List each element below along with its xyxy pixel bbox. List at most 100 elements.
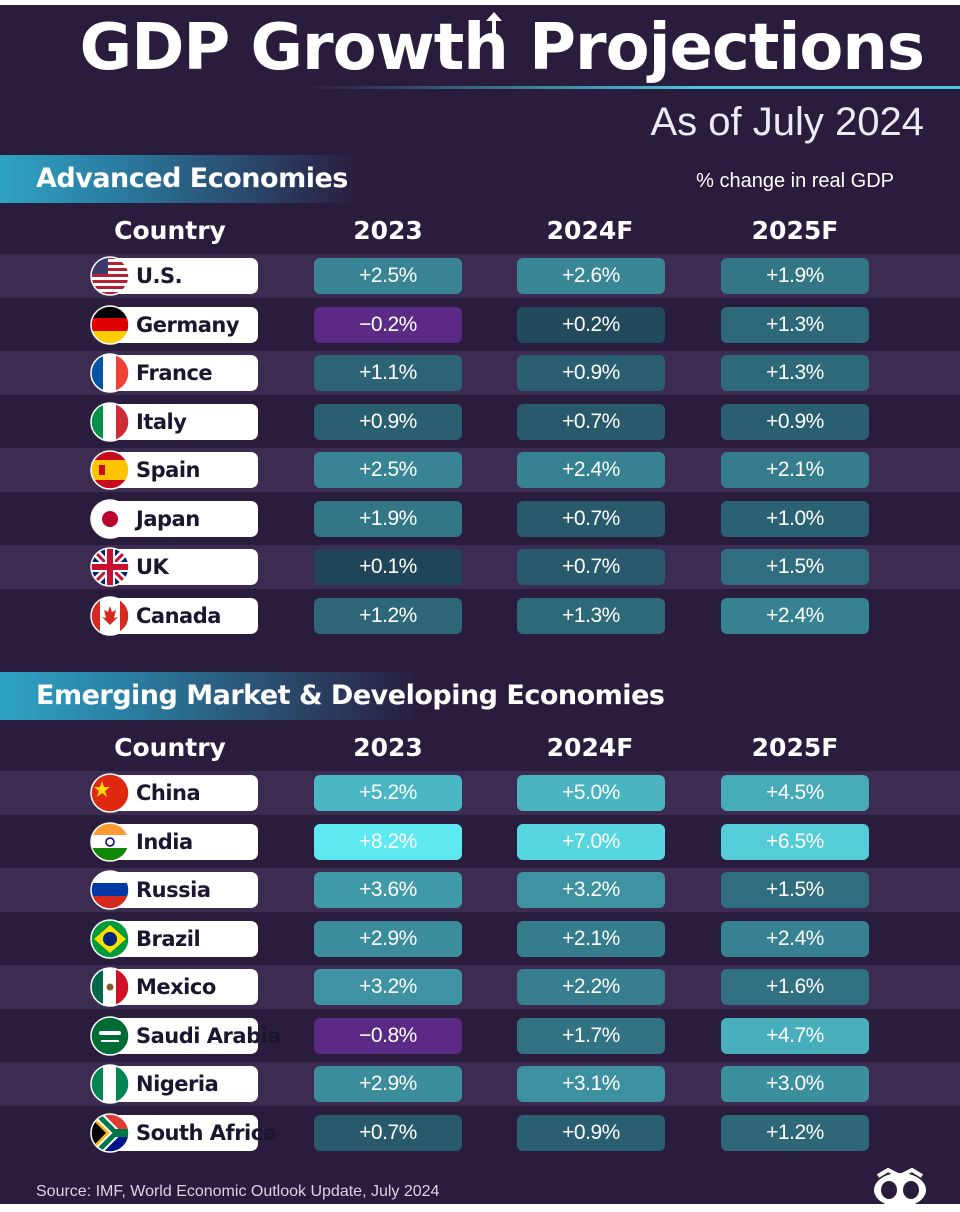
france-flag-icon <box>90 353 130 393</box>
value-cell: +1.5% <box>721 549 869 585</box>
value-cell: +0.7% <box>517 403 665 440</box>
column-header: 2023 <box>353 216 423 245</box>
country-name: Brazil <box>136 926 201 951</box>
country-label <box>112 775 258 811</box>
country-name: Russia <box>136 878 211 902</box>
country-name: South Africa <box>136 1120 277 1145</box>
spain-flag-icon <box>90 450 130 490</box>
value-cell: +1.0% <box>721 500 869 537</box>
section-title-advanced: Advanced Economies <box>36 163 348 194</box>
value-cell: +2.4% <box>517 452 665 488</box>
value-cell: +1.9% <box>721 258 869 294</box>
value-cell: +2.6% <box>517 258 665 294</box>
value-cell: +1.2% <box>314 597 462 634</box>
visual-capitalist-logo-icon <box>874 1168 926 1207</box>
unit-note: % change in real GDP <box>696 170 894 192</box>
country-label <box>112 258 258 294</box>
top-border <box>0 0 960 5</box>
value-cell: +1.3% <box>721 355 869 391</box>
section-title-emerging: Emerging Market & Developing Economies <box>36 680 665 711</box>
nigeria-flag-icon <box>90 1064 130 1104</box>
country-label <box>112 1114 258 1151</box>
bottom-border <box>0 1204 960 1212</box>
country-name: UK <box>136 555 169 579</box>
value-cell: +2.9% <box>314 1066 462 1102</box>
value-cell: +2.1% <box>517 920 665 957</box>
value-cell: +3.6% <box>314 872 462 908</box>
value-cell: +0.9% <box>517 1114 665 1151</box>
germany-flag-icon <box>90 304 130 345</box>
country-label <box>112 872 258 908</box>
value-cell: +3.2% <box>517 872 665 908</box>
country-label <box>112 1017 258 1054</box>
value-cell: +5.2% <box>314 775 462 811</box>
subtitle: As of July 2024 <box>650 100 925 144</box>
value-cell: +2.4% <box>721 597 869 634</box>
value-cell: +0.9% <box>517 355 665 391</box>
value-cell: +4.5% <box>721 775 869 811</box>
country-name: Germany <box>136 312 240 337</box>
country-label <box>112 1066 258 1102</box>
up-arrow-icon <box>486 12 502 34</box>
column-header: 2025F <box>751 216 839 245</box>
value-cell: −0.2% <box>314 306 462 343</box>
value-cell: +8.2% <box>314 823 462 860</box>
mexico-flag-icon <box>90 967 130 1007</box>
value-cell: +1.3% <box>721 306 869 343</box>
country-label <box>112 597 258 634</box>
china-flag-icon <box>90 773 130 813</box>
value-cell: +7.0% <box>517 823 665 860</box>
japan-flag-icon <box>90 498 130 539</box>
italy-flag-icon <box>90 401 130 442</box>
russia-flag-icon <box>90 870 130 910</box>
value-cell: +1.6% <box>721 969 869 1005</box>
country-label <box>112 306 258 343</box>
column-header: 2025F <box>751 733 839 762</box>
country-name: Canada <box>136 603 221 628</box>
value-cell: +2.5% <box>314 258 462 294</box>
country-label <box>112 823 258 860</box>
value-cell: +2.4% <box>721 920 869 957</box>
country-label <box>112 452 258 488</box>
country-name: Italy <box>136 409 187 434</box>
value-cell: +0.2% <box>517 306 665 343</box>
saudi-arabia-flag-icon <box>90 1015 130 1056</box>
country-name: China <box>136 781 201 805</box>
india-flag-icon <box>90 821 130 862</box>
us-flag-icon <box>90 256 130 296</box>
value-cell: +0.7% <box>314 1114 462 1151</box>
country-label <box>112 500 258 537</box>
value-cell: +1.3% <box>517 597 665 634</box>
column-header: 2023 <box>353 733 423 762</box>
value-cell: +1.1% <box>314 355 462 391</box>
value-cell: +2.1% <box>721 452 869 488</box>
value-cell: +1.2% <box>721 1114 869 1151</box>
value-cell: +0.9% <box>314 403 462 440</box>
country-name: Saudi Arabia <box>136 1023 281 1048</box>
page-title: GDP Growth Projections <box>79 11 925 85</box>
value-cell: −0.8% <box>314 1017 462 1054</box>
section-banner-emerging <box>0 672 420 720</box>
value-cell: +3.2% <box>314 969 462 1005</box>
brazil-flag-icon <box>90 918 130 959</box>
country-name: Spain <box>136 458 200 482</box>
value-cell: +1.7% <box>517 1017 665 1054</box>
uk-flag-icon <box>90 547 130 587</box>
source-note: Source: IMF, World Economic Outlook Upda… <box>36 1183 440 1200</box>
value-cell: +3.1% <box>517 1066 665 1102</box>
column-header: 2024F <box>546 733 634 762</box>
value-cell: +0.7% <box>517 549 665 585</box>
country-name: Mexico <box>136 975 216 999</box>
country-name: U.S. <box>136 264 183 288</box>
value-cell: +5.0% <box>517 775 665 811</box>
value-cell: +0.9% <box>721 403 869 440</box>
country-name: Nigeria <box>136 1072 219 1096</box>
value-cell: +2.5% <box>314 452 462 488</box>
country-name: India <box>136 829 193 854</box>
country-label <box>112 403 258 440</box>
country-label <box>112 920 258 957</box>
column-header: Country <box>114 216 226 245</box>
country-label <box>112 549 258 585</box>
column-header: 2024F <box>546 216 634 245</box>
